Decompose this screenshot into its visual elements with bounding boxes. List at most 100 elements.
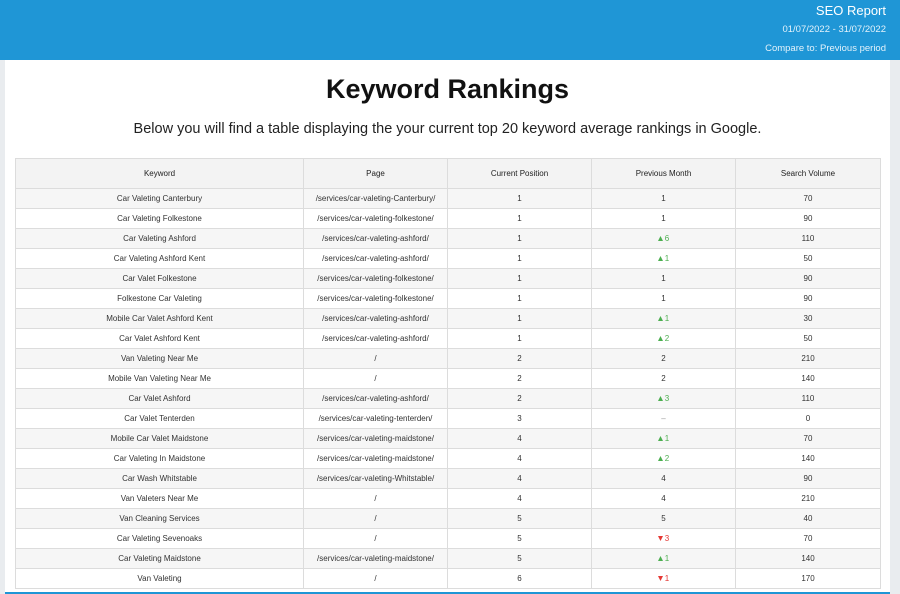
- trend-value: 6: [664, 234, 670, 243]
- trend-down-icon: [657, 536, 663, 542]
- report-card: Keyword Rankings Below you will find a t…: [5, 60, 890, 594]
- cell: 50: [735, 248, 881, 269]
- table-row: Mobile Van Valeting Near Me/2 2 140: [15, 368, 881, 389]
- table-row: Car Valeting Ashford/services/car-valeti…: [15, 228, 881, 249]
- table-row: Car Valeting Folkestone/services/car-val…: [15, 208, 881, 229]
- trend-down-icon: [657, 576, 663, 582]
- cell: 5: [447, 548, 592, 569]
- cell: 40: [735, 508, 881, 529]
- cell: 1: [591, 208, 736, 229]
- cell: 2: [447, 348, 592, 369]
- cell: Car Valeting Folkestone: [15, 208, 304, 229]
- cell: 30: [735, 308, 881, 329]
- cell: /services/car-valeting-Canterbury/: [303, 188, 448, 209]
- rankings-table: Keyword Page Current Position Previous Mont…: [15, 158, 881, 589]
- cell: /services/car-valeting-folkestone/: [303, 268, 448, 289]
- cell: /services/car-valeting-maidstone/: [303, 548, 448, 569]
- cell: Van Cleaning Services: [15, 508, 304, 529]
- date-range: 01/07/2022 - 31/07/2022: [782, 24, 886, 35]
- cell: Car Valeting Ashford Kent: [15, 248, 304, 269]
- cell: 210: [735, 348, 881, 369]
- trend-value: 3: [664, 534, 670, 543]
- cell: 4: [447, 488, 592, 509]
- cell: /services/car-valeting-ashford/: [303, 328, 448, 349]
- cell: /services/car-valeting-Whitstable/: [303, 468, 448, 489]
- cell: 1: [447, 308, 592, 329]
- table-row: Car Valet Folkestone/services/car-valeti…: [15, 268, 881, 289]
- cell: 5: [447, 508, 592, 529]
- cell: 140: [735, 548, 881, 569]
- cell: Car Valeting Ashford: [15, 228, 304, 249]
- cell: /services/car-valeting-folkestone/: [303, 288, 448, 309]
- trend-value: 1: [664, 574, 670, 583]
- cell: /services/car-valeting-ashford/: [303, 308, 448, 329]
- cell: 2: [591, 368, 736, 389]
- cell-trend: 6: [591, 228, 736, 249]
- cell: Car Valet Tenterden: [15, 408, 304, 429]
- trend-value: 2: [664, 334, 670, 343]
- trend-up-icon: [657, 556, 663, 562]
- trend-value: 2: [664, 454, 670, 463]
- cell: 70: [735, 528, 881, 549]
- cell: /services/car-valeting-maidstone/: [303, 428, 448, 449]
- cell: 1: [447, 248, 592, 269]
- trend-value: 1: [664, 254, 670, 263]
- table-row: Car Valeting Maidstone/services/car-vale…: [15, 548, 881, 569]
- cell: 4: [591, 488, 736, 509]
- cell: Car Valet Folkestone: [15, 268, 304, 289]
- table-row: Mobile Car Valet Ashford Kent/services/c…: [15, 308, 881, 329]
- trend-up-icon: [657, 316, 663, 322]
- column-header: Search Volume: [735, 158, 881, 189]
- cell: Mobile Van Valeting Near Me: [15, 368, 304, 389]
- cell: 5: [591, 508, 736, 529]
- cell: 4: [447, 448, 592, 469]
- cell: 50: [735, 328, 881, 349]
- cell: Folkestone Car Valeting: [15, 288, 304, 309]
- cell: Car Valeting Maidstone: [15, 548, 304, 569]
- table-row: Car Valet Ashford Kent/services/car-vale…: [15, 328, 881, 349]
- cell: /: [303, 368, 448, 389]
- column-header: Current Position: [447, 158, 592, 189]
- table-row: Folkestone Car Valeting/services/car-val…: [15, 288, 881, 309]
- trend-up-icon: [657, 236, 663, 242]
- cell-trend: 1: [591, 308, 736, 329]
- report-title: SEO Report: [815, 3, 886, 18]
- cell: 2: [591, 348, 736, 369]
- column-header: Page: [303, 158, 448, 189]
- cell: /services/car-valeting-ashford/: [303, 248, 448, 269]
- intro-text: Below you will find a table displaying t…: [133, 121, 762, 137]
- cell: Van Valeters Near Me: [15, 488, 304, 509]
- cell: 6: [447, 568, 592, 589]
- cell: Mobile Car Valet Maidstone: [15, 428, 304, 449]
- cell: 0: [735, 408, 881, 429]
- cell: 1: [447, 268, 592, 289]
- cell: /services/car-valeting-ashford/: [303, 388, 448, 409]
- cell: Car Valeting Canterbury: [15, 188, 304, 209]
- trend-up-icon: [657, 256, 663, 262]
- cell: 90: [735, 208, 881, 229]
- table-row: Car Wash Whitstable/services/car-valetin…: [15, 468, 881, 489]
- cell: Van Valeting: [15, 568, 304, 589]
- cell: /: [303, 488, 448, 509]
- cell: /services/car-valeting-ashford/: [303, 228, 448, 249]
- table-row: Van Valeting Near Me/2 2 210: [15, 348, 881, 369]
- trend-up-icon: [657, 436, 663, 442]
- trend-up-icon: [657, 456, 663, 462]
- table-row: Car Valet Ashford/services/car-valeting-…: [15, 388, 881, 409]
- cell: 140: [735, 448, 881, 469]
- cell: –: [591, 408, 736, 429]
- cell: Car Valet Ashford Kent: [15, 328, 304, 349]
- cell: Car Valeting In Maidstone: [15, 448, 304, 469]
- cell: 1: [447, 288, 592, 309]
- cell: 2: [447, 368, 592, 389]
- table-row: Mobile Car Valet Maidstone/services/car-…: [15, 428, 881, 449]
- trend-value: 1: [664, 434, 670, 443]
- cell-trend: 3: [591, 388, 736, 409]
- column-header: Keyword: [15, 158, 304, 189]
- cell: 2: [447, 388, 592, 409]
- cell-trend: 1: [591, 548, 736, 569]
- cell-trend: 1: [591, 428, 736, 449]
- cell: 1: [591, 288, 736, 309]
- cell: 5: [447, 528, 592, 549]
